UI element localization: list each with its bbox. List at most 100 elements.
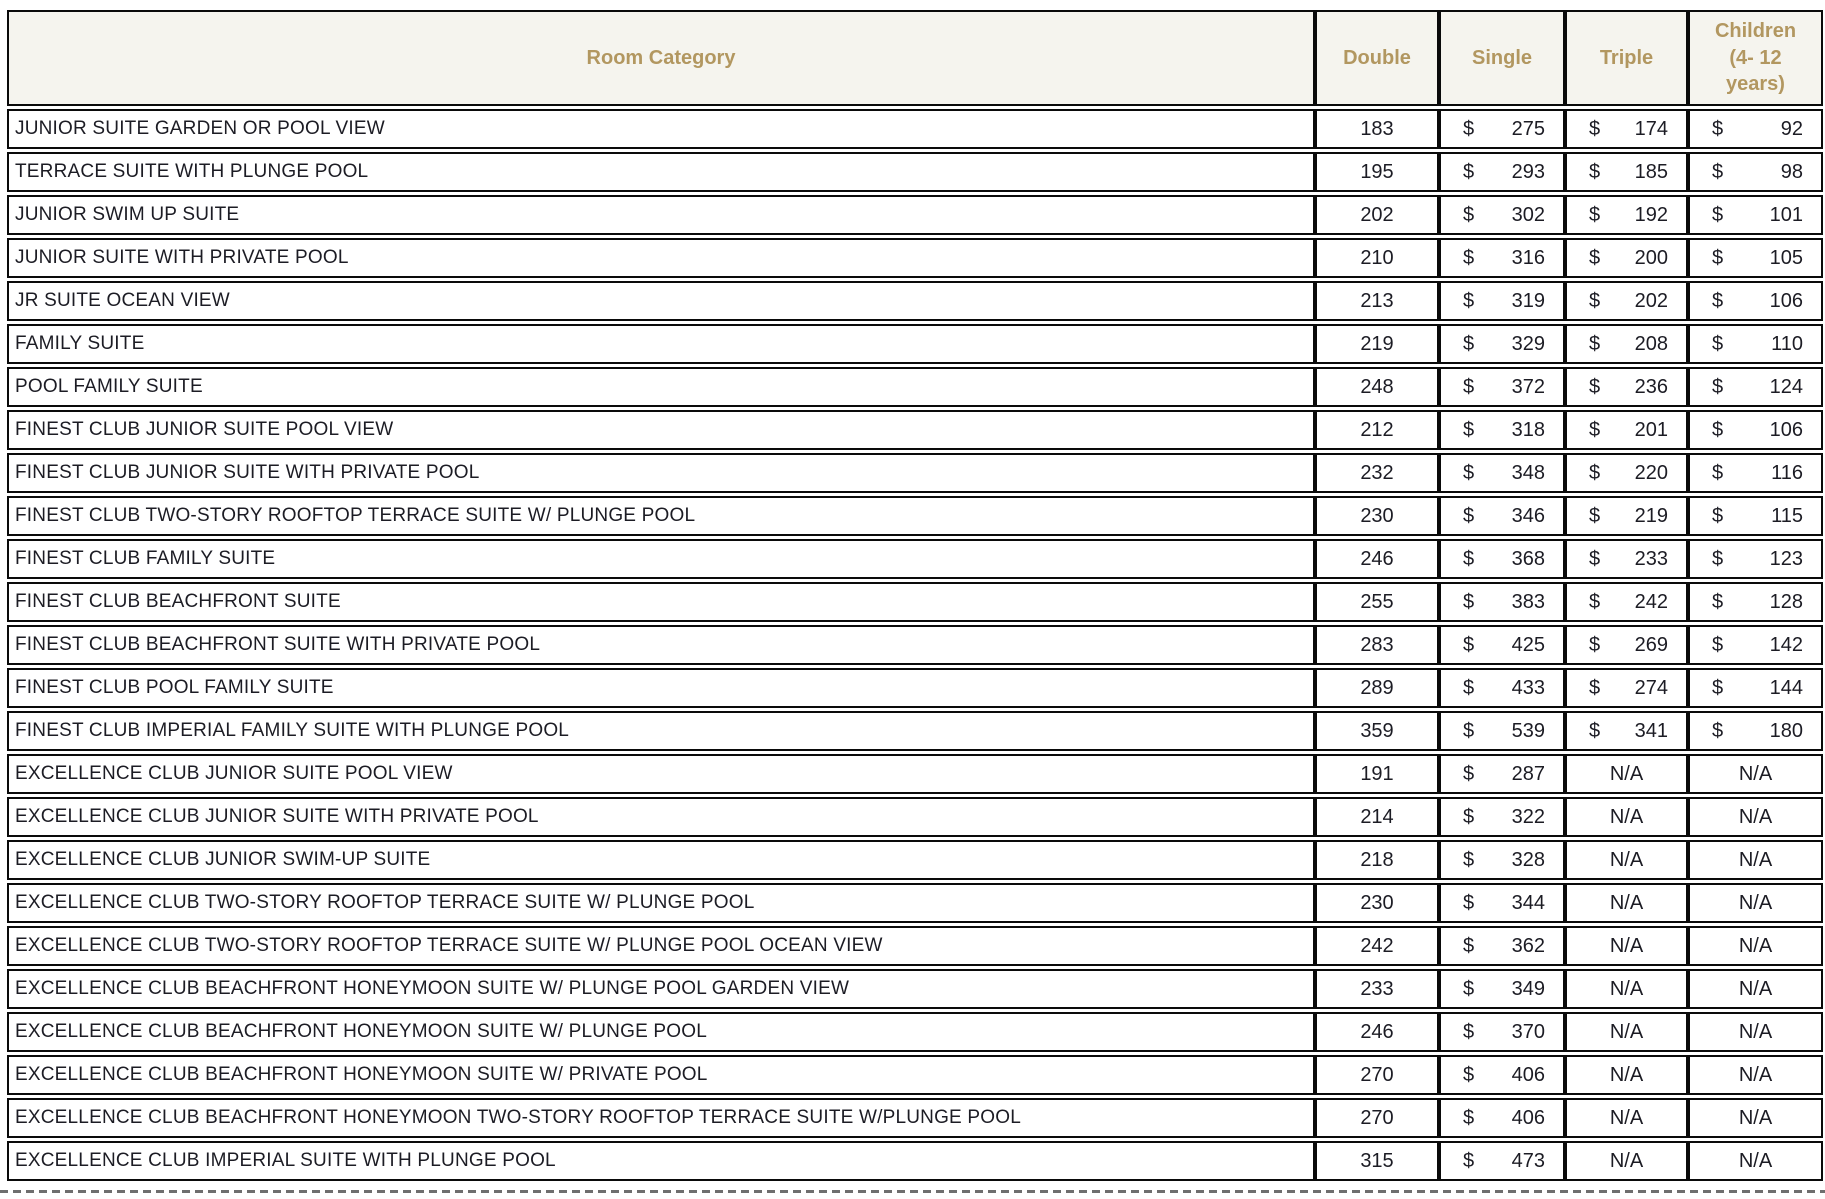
single-rate-cell: $406 [1439, 1055, 1565, 1095]
double-rate-cell: 270 [1315, 1055, 1439, 1095]
room-rates-table: Room Category Double Single Triple Child… [7, 7, 1823, 1184]
table-row: FINEST CLUB JUNIOR SUITE POOL VIEW 212 $… [7, 410, 1823, 450]
rate-value: 220 [1634, 461, 1668, 484]
children-rate-cell: $110 [1688, 324, 1823, 364]
children-rate-cell: N/A [1688, 969, 1823, 1009]
dollar-sign: $ [1589, 375, 1601, 398]
rate-value: 406 [1511, 1063, 1545, 1086]
rate-value: 92 [1780, 117, 1803, 140]
rate-value: N/A [1738, 805, 1773, 828]
double-rate-cell: 219 [1315, 324, 1439, 364]
children-rate-cell: N/A [1688, 926, 1823, 966]
rate-value: 105 [1769, 246, 1803, 269]
dollar-sign: $ [1712, 117, 1724, 140]
dollar-sign: $ [1712, 418, 1724, 441]
rate-value: N/A [1609, 891, 1644, 914]
dollar-sign: $ [1463, 117, 1475, 140]
rate-value: 293 [1511, 160, 1545, 183]
rate-value: 201 [1634, 418, 1668, 441]
table-row: EXCELLENCE CLUB BEACHFRONT HONEYMOON TWO… [7, 1098, 1823, 1138]
rate-value: 106 [1769, 289, 1803, 312]
single-rate-cell: $329 [1439, 324, 1565, 364]
column-header-children: Children (4- 12 years) [1688, 10, 1823, 106]
table-row: EXCELLENCE CLUB BEACHFRONT HONEYMOON SUI… [7, 1012, 1823, 1052]
rate-value: 192 [1634, 203, 1668, 226]
rate-value: N/A [1738, 891, 1773, 914]
rate-value: 180 [1769, 719, 1803, 742]
dollar-sign: $ [1712, 375, 1724, 398]
rate-value: 348 [1511, 461, 1545, 484]
dollar-sign: $ [1463, 762, 1475, 785]
single-rate-cell: $368 [1439, 539, 1565, 579]
children-rate-cell: $180 [1688, 711, 1823, 751]
triple-rate-cell: $200 [1565, 238, 1688, 278]
table-row: EXCELLENCE CLUB TWO-STORY ROOFTOP TERRAC… [7, 926, 1823, 966]
dollar-sign: $ [1712, 246, 1724, 269]
rate-value: 368 [1511, 547, 1545, 570]
table-row: FINEST CLUB BEACHFRONT SUITE WITH PRIVAT… [7, 625, 1823, 665]
triple-rate-cell: N/A [1565, 754, 1688, 794]
dollar-sign: $ [1589, 289, 1601, 312]
rate-value: 274 [1634, 676, 1668, 699]
room-category-cell: POOL FAMILY SUITE [7, 367, 1315, 407]
triple-rate-cell: $202 [1565, 281, 1688, 321]
column-header-triple: Triple [1565, 10, 1688, 106]
triple-rate-cell: N/A [1565, 840, 1688, 880]
rate-value: N/A [1738, 762, 1773, 785]
dollar-sign: $ [1463, 633, 1475, 656]
children-rate-cell: $123 [1688, 539, 1823, 579]
single-rate-cell: $287 [1439, 754, 1565, 794]
children-rate-cell: $124 [1688, 367, 1823, 407]
triple-rate-cell: $233 [1565, 539, 1688, 579]
dollar-sign: $ [1463, 246, 1475, 269]
triple-rate-cell: $208 [1565, 324, 1688, 364]
rate-value: 346 [1511, 504, 1545, 527]
children-rate-cell: N/A [1688, 1141, 1823, 1181]
double-rate-cell: 210 [1315, 238, 1439, 278]
room-category-cell: EXCELLENCE CLUB BEACHFRONT HONEYMOON SUI… [7, 1012, 1315, 1052]
triple-rate-cell: $269 [1565, 625, 1688, 665]
triple-rate-cell: $236 [1565, 367, 1688, 407]
dollar-sign: $ [1463, 590, 1475, 613]
double-rate-cell: 191 [1315, 754, 1439, 794]
double-rate-cell: 202 [1315, 195, 1439, 235]
dollar-sign: $ [1589, 676, 1601, 699]
page-break-dashed-line [0, 1190, 1825, 1193]
table-row: EXCELLENCE CLUB TWO-STORY ROOFTOP TERRAC… [7, 883, 1823, 923]
double-rate-cell: 230 [1315, 883, 1439, 923]
table-row: FAMILY SUITE 219 $329 $208 $110 [7, 324, 1823, 364]
dollar-sign: $ [1712, 160, 1724, 183]
room-category-cell: EXCELLENCE CLUB IMPERIAL SUITE WITH PLUN… [7, 1141, 1315, 1181]
dollar-sign: $ [1712, 332, 1724, 355]
table-row: POOL FAMILY SUITE 248 $372 $236 $124 [7, 367, 1823, 407]
triple-rate-cell: $219 [1565, 496, 1688, 536]
dollar-sign: $ [1712, 289, 1724, 312]
dollar-sign: $ [1463, 461, 1475, 484]
room-category-cell: FINEST CLUB FAMILY SUITE [7, 539, 1315, 579]
dollar-sign: $ [1463, 375, 1475, 398]
rate-value: 406 [1511, 1106, 1545, 1129]
rate-value: 425 [1511, 633, 1545, 656]
single-rate-cell: $302 [1439, 195, 1565, 235]
triple-rate-cell: $185 [1565, 152, 1688, 192]
table-row: JUNIOR SWIM UP SUITE 202 $302 $192 $101 [7, 195, 1823, 235]
rate-value: 433 [1511, 676, 1545, 699]
rate-value: 106 [1769, 418, 1803, 441]
room-category-cell: EXCELLENCE CLUB JUNIOR SWIM-UP SUITE [7, 840, 1315, 880]
room-category-cell: EXCELLENCE CLUB JUNIOR SUITE POOL VIEW [7, 754, 1315, 794]
rate-value: 275 [1511, 117, 1545, 140]
single-rate-cell: $372 [1439, 367, 1565, 407]
rate-value: 287 [1511, 762, 1545, 785]
dollar-sign: $ [1712, 719, 1724, 742]
room-category-cell: FINEST CLUB TWO-STORY ROOFTOP TERRACE SU… [7, 496, 1315, 536]
double-rate-cell: 315 [1315, 1141, 1439, 1181]
rate-value: N/A [1609, 1106, 1644, 1129]
table-body: JUNIOR SUITE GARDEN OR POOL VIEW 183 $27… [7, 109, 1823, 1181]
table-row: EXCELLENCE CLUB JUNIOR SUITE POOL VIEW 1… [7, 754, 1823, 794]
dollar-sign: $ [1463, 676, 1475, 699]
children-rate-cell: $144 [1688, 668, 1823, 708]
rate-value: 128 [1769, 590, 1803, 613]
table-row: FINEST CLUB BEACHFRONT SUITE 255 $383 $2… [7, 582, 1823, 622]
table-row: JUNIOR SUITE GARDEN OR POOL VIEW 183 $27… [7, 109, 1823, 149]
